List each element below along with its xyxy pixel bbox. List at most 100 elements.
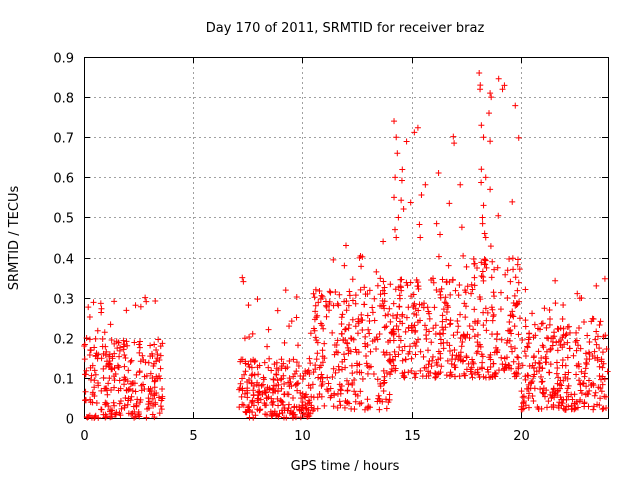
data-point (396, 344, 403, 351)
data-point (557, 337, 564, 344)
data-point (446, 347, 453, 354)
data-point (458, 343, 465, 350)
data-point (82, 397, 89, 404)
data-point (275, 402, 282, 409)
data-point (309, 381, 316, 388)
data-point (366, 330, 373, 337)
data-point (307, 360, 314, 367)
data-point (464, 331, 471, 338)
data-point (313, 356, 320, 363)
data-point (577, 381, 584, 388)
data-point (510, 313, 517, 320)
data-point (239, 385, 246, 392)
data-point (387, 318, 394, 325)
data-point (377, 380, 384, 387)
data-point (113, 411, 120, 418)
data-point (470, 360, 477, 367)
data-point (349, 380, 356, 387)
data-point (599, 349, 606, 356)
data-point (386, 391, 393, 398)
data-point (130, 380, 137, 387)
data-point (93, 352, 100, 359)
data-point (586, 356, 593, 363)
data-point (322, 302, 329, 309)
data-point (123, 307, 130, 314)
data-point (299, 398, 306, 405)
data-point (522, 286, 529, 293)
x-tick-label: 5 (189, 429, 197, 444)
data-point (404, 282, 411, 289)
data-point (387, 281, 394, 288)
data-point (588, 318, 595, 325)
data-point (536, 367, 543, 374)
data-point (278, 356, 285, 363)
data-point (371, 295, 378, 302)
data-point (117, 412, 124, 419)
data-point (552, 277, 559, 284)
data-point (377, 275, 384, 282)
data-point (487, 363, 494, 370)
data-point (270, 376, 277, 383)
data-point (505, 362, 512, 369)
data-point (122, 376, 129, 383)
data-point (603, 346, 610, 353)
data-point (108, 386, 115, 393)
data-point (430, 325, 437, 332)
data-point (103, 400, 110, 407)
data-point (538, 378, 545, 385)
data-point (140, 381, 147, 388)
data-point (91, 413, 98, 420)
data-point (461, 372, 468, 379)
data-point (320, 325, 327, 332)
data-point (293, 368, 300, 375)
data-point (458, 224, 465, 231)
data-point (242, 360, 249, 367)
data-point (516, 266, 523, 273)
data-point (514, 287, 521, 294)
data-point (87, 347, 94, 354)
data-point (341, 356, 348, 363)
data-point (592, 336, 599, 343)
data-point (349, 297, 356, 304)
data-point (239, 401, 246, 408)
data-point (442, 294, 449, 301)
data-point (303, 406, 310, 413)
data-point (395, 214, 402, 221)
data-point (270, 382, 277, 389)
data-point (256, 406, 263, 413)
data-point (411, 328, 418, 335)
data-point (578, 368, 585, 375)
data-point (306, 355, 313, 362)
data-point (379, 297, 386, 304)
data-point (564, 339, 571, 346)
data-point (90, 299, 97, 306)
data-point (593, 282, 600, 289)
data-point (477, 82, 484, 89)
data-point (268, 413, 275, 420)
data-point (598, 356, 605, 363)
data-point (369, 304, 376, 311)
data-point (399, 166, 406, 173)
data-point (585, 391, 592, 398)
data-point (597, 385, 604, 392)
data-point (510, 358, 517, 365)
data-point (471, 282, 478, 289)
data-point (315, 374, 322, 381)
data-point (469, 374, 476, 381)
data-point (573, 337, 580, 344)
data-point (92, 335, 99, 342)
data-point (82, 388, 89, 395)
data-point (570, 352, 577, 359)
data-point (563, 389, 570, 396)
data-point (323, 313, 330, 320)
data-point (311, 294, 318, 301)
data-point (395, 326, 402, 333)
data-point (91, 392, 98, 399)
x-tick-label: 15 (404, 429, 421, 444)
data-point (547, 315, 554, 322)
data-point (88, 372, 95, 379)
data-point (391, 348, 398, 355)
data-point (246, 334, 253, 341)
data-point (374, 398, 381, 405)
data-point (329, 329, 336, 336)
